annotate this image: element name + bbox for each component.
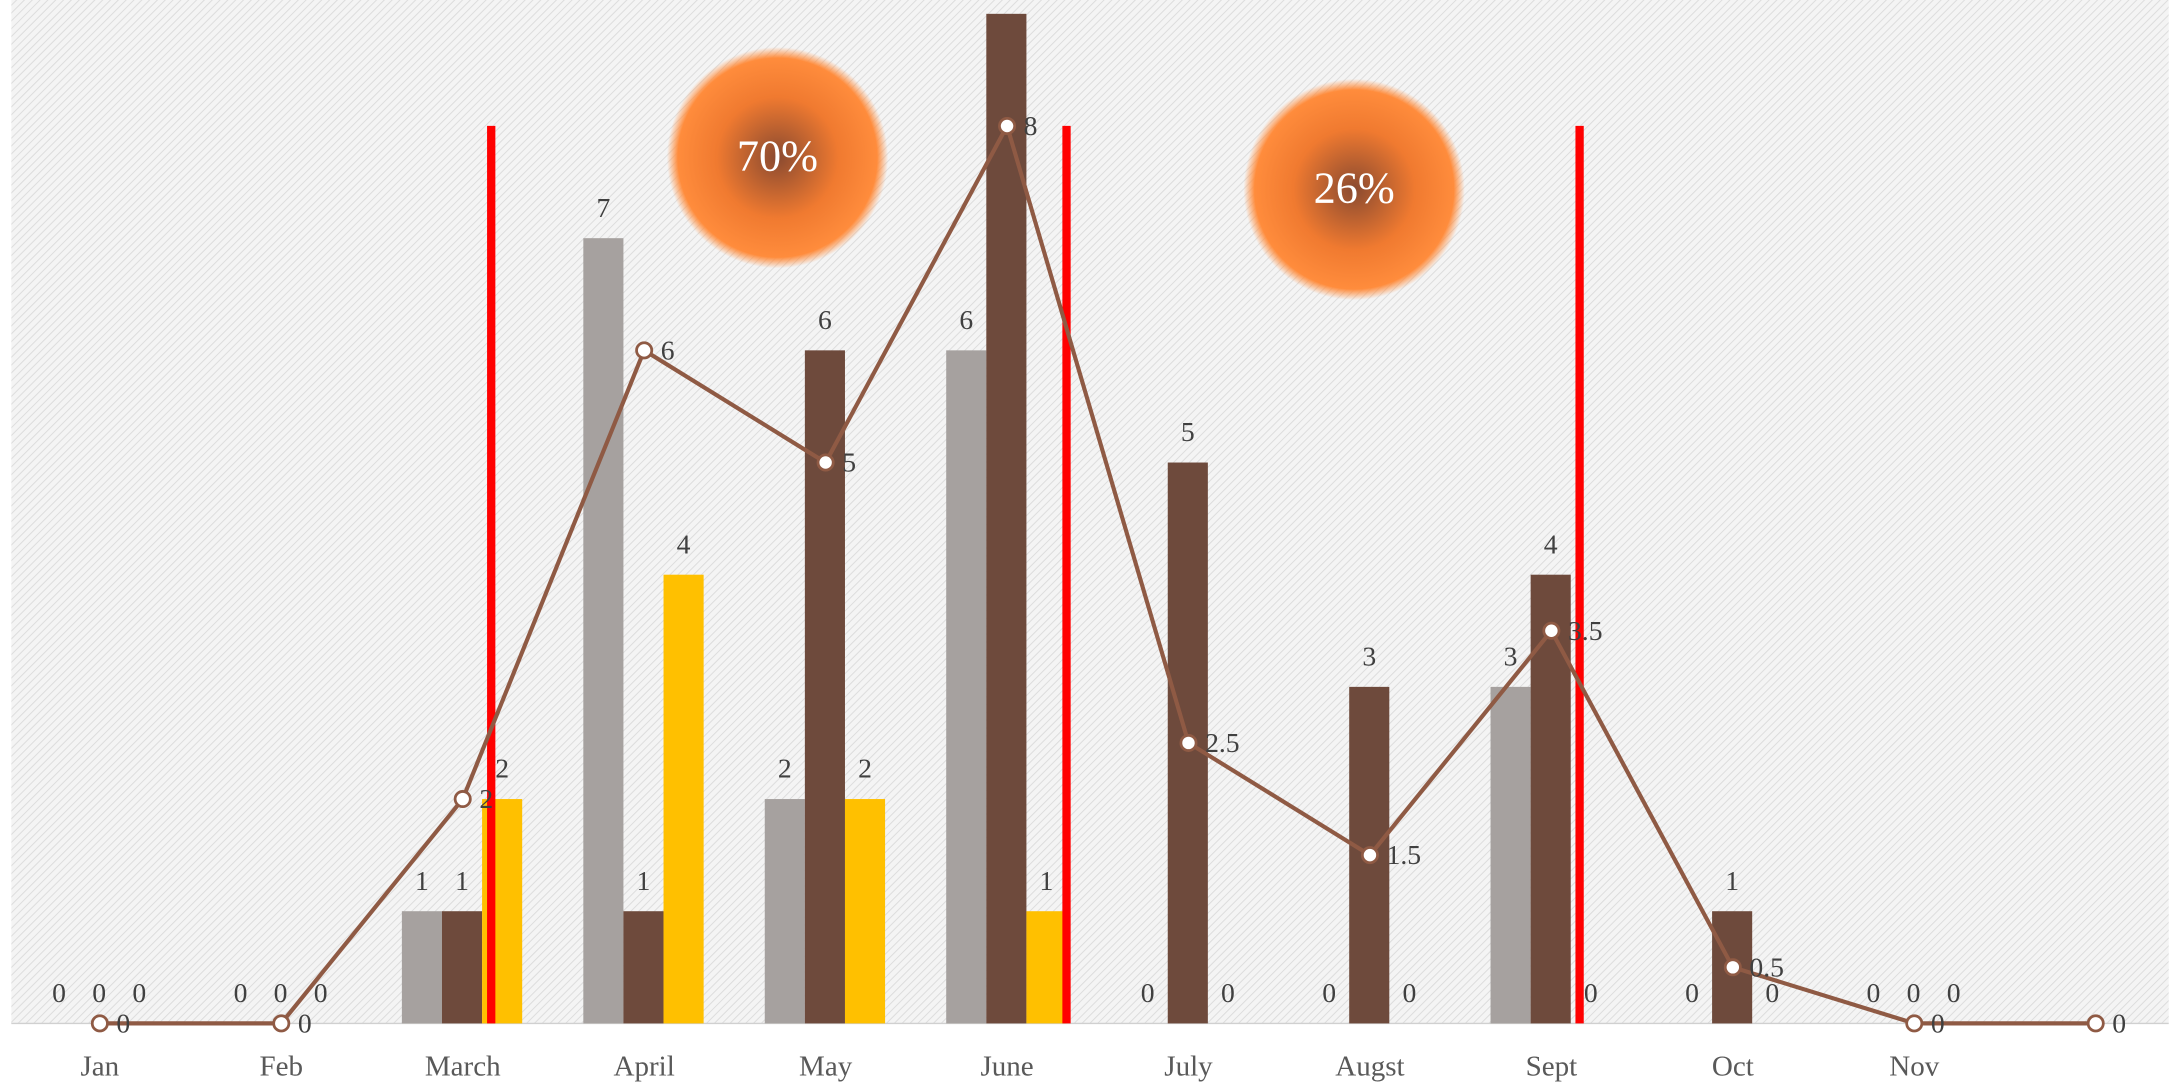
data-label: 0 [1765,977,1779,1008]
data-label: 0 [314,977,328,1008]
x-tick-label: Augst [1335,1051,1404,1083]
bar [1026,911,1067,1024]
bar [844,799,886,1024]
x-tick-label: Feb [260,1051,304,1083]
annotation: 70% [737,132,818,181]
bar [1490,686,1531,1024]
data-label: 1.5 [1387,839,1422,870]
data-label: 0 [1141,977,1155,1008]
data-label: 3 [1504,641,1518,672]
data-label: 0 [52,977,66,1008]
plot-background [11,0,2169,1024]
data-label: 0 [298,1007,312,1038]
data-label: 5 [1181,416,1195,447]
data-label: 0 [1867,977,1881,1008]
data-label: 2 [778,753,792,784]
data-label: 5 [842,447,856,478]
data-label: 0 [274,977,288,1008]
bar [401,911,442,1024]
bar [583,238,624,1024]
bar [946,350,987,1024]
data-label: 0 [1221,977,1235,1008]
data-label: 0.5 [1749,951,1784,982]
bar [441,911,483,1024]
line-point [1360,846,1379,865]
line-point [90,1014,109,1033]
data-label: 1 [455,865,469,896]
bar [623,911,664,1024]
data-label: 0 [116,1007,130,1038]
line-point [2086,1014,2105,1033]
bar [663,574,704,1024]
data-label: 0 [1947,977,1961,1008]
data-label: 0 [132,977,146,1008]
data-label: 2 [495,753,509,784]
line [99,120,2096,1026]
line-point [453,790,472,809]
data-label: 2.5 [1205,727,1240,758]
data-label: 0 [92,977,106,1008]
bar [764,799,805,1024]
data-label: 6 [818,304,832,335]
x-tick-label: Nov [1889,1051,1939,1083]
data-label: 3 [1362,641,1376,672]
data-label: 0 [1907,977,1921,1008]
line-point [998,117,1017,135]
data-label: 4 [1544,528,1558,559]
data-label: 8 [1024,110,1038,141]
annotation: 26% [1314,163,1395,212]
data-label: 0 [1584,977,1598,1008]
data-label: 0 [1931,1007,1945,1038]
x-tick-label: April [614,1051,675,1083]
data-label: 6 [661,334,675,365]
x-tick-label: May [799,1051,853,1083]
line-point [1723,958,1742,977]
data-label: 0 [2112,1007,2126,1038]
x-tick-label: July [1164,1051,1213,1083]
bar [1530,574,1571,1024]
badge [1243,78,1465,301]
data-label: 0 [1322,977,1336,1008]
x-tick-label: March [425,1051,501,1083]
data-label: 0 [234,977,248,1008]
data-label: 2 [479,783,493,814]
x-tick-label: June [980,1051,1033,1083]
data-label: 1 [1040,865,1054,896]
data-label: 6 [959,304,973,335]
line-point [1179,733,1198,752]
data-label: 7 [596,192,610,223]
data-label: 1 [1725,865,1739,896]
line-point [635,341,654,360]
data-label: 3.5 [1568,615,1603,646]
data-label: 1 [415,865,429,896]
line-point [816,453,835,472]
x-tick-label: Sept [1526,1051,1578,1083]
x-tick-label: Jan [80,1051,119,1083]
line-point [1542,621,1561,640]
x-tick-label: Oct [1712,1051,1754,1083]
line-point [272,1014,291,1033]
bar [986,13,1027,1024]
data-label: 2 [858,753,872,784]
data-label: 0 [1402,977,1416,1008]
line-point [1905,1014,1924,1033]
data-label: 4 [677,528,691,559]
badge [666,47,889,269]
data-label: 0 [1685,977,1699,1008]
data-label: 1 [637,865,651,896]
